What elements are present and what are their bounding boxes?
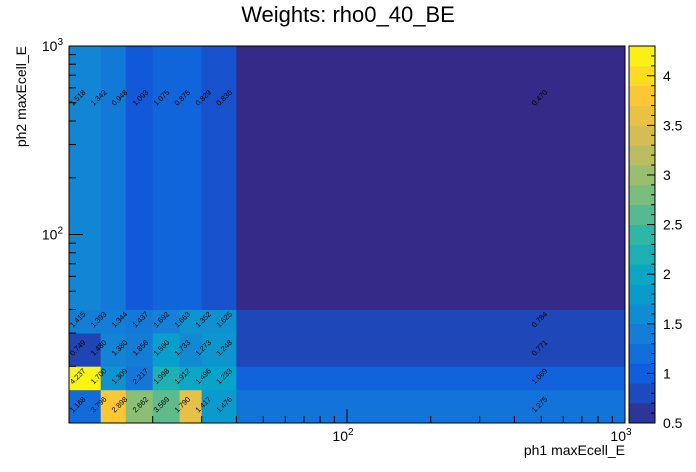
- heatmap-cell: [201, 309, 237, 334]
- color-bar-segment: [629, 403, 655, 424]
- x-tick-label: 103: [610, 427, 632, 444]
- heatmap-cell: [100, 46, 127, 310]
- heatmap-cell: [100, 333, 127, 367]
- color-bar-segment: [629, 303, 655, 325]
- chart-title: Weights: rho0_40_BE: [241, 2, 455, 27]
- heatmap-cell: [125, 46, 154, 310]
- heatmap-cell: [125, 309, 154, 334]
- heatmap-cell: [179, 333, 203, 367]
- heatmap-cell: [125, 389, 154, 424]
- color-bar-tick-label: 4: [663, 68, 671, 84]
- heatmap-cell: [201, 366, 237, 391]
- heatmap-cell: [152, 389, 181, 424]
- color-bar-segment: [629, 46, 655, 67]
- axes: 102 103 102 103: [42, 37, 632, 444]
- heatmap-cell: [125, 333, 154, 367]
- color-bar-segment: [629, 224, 655, 245]
- x-tick-label: 102: [332, 427, 354, 444]
- heatmap-cells: [69, 46, 626, 424]
- heatmap-cell: [152, 366, 181, 391]
- heatmap-cell: [179, 309, 203, 334]
- color-bar-segment: [629, 125, 655, 146]
- color-bar-segment: [629, 264, 655, 285]
- color-bar-tick-label: 2: [663, 266, 671, 282]
- x-axis-label: ph1 maxEcell_E: [524, 442, 625, 458]
- color-bar-tick-label: 3: [663, 167, 671, 183]
- color-bar-tick-label: 2.5: [663, 217, 683, 233]
- heatmap-cell: [152, 46, 181, 310]
- heatmap-cell: [236, 366, 626, 391]
- color-bar-segment: [629, 184, 655, 206]
- color-bar-segment: [629, 244, 655, 265]
- heatmap-cell: [179, 389, 203, 424]
- color-bar-tick-label: 0.5: [663, 415, 683, 431]
- heatmap-cell: [236, 309, 626, 334]
- heatmap-cell: [201, 389, 237, 424]
- color-bar-tick-label: 1.5: [663, 316, 683, 332]
- heatmap-cell: [69, 389, 102, 424]
- heatmap-cell: [201, 333, 237, 367]
- heatmap-cell: [201, 46, 237, 310]
- heatmap-cell: [152, 309, 181, 334]
- color-bar-segment: [629, 85, 655, 106]
- heatmap-cell: [69, 333, 102, 367]
- y-tick-label: 102: [42, 226, 64, 243]
- color-bar-segment: [629, 105, 655, 126]
- heatmap-cell: [179, 46, 203, 310]
- color-bar-segment: [629, 145, 655, 166]
- color-bar-tick-label: 1: [663, 365, 671, 381]
- heatmap-cell: [69, 366, 102, 391]
- color-bar-segment: [629, 284, 655, 305]
- y-tick-label: 103: [42, 37, 64, 54]
- heatmap-cell: [125, 366, 154, 391]
- color-bar-tick-label: 3.5: [663, 117, 683, 133]
- color-bar-segment: [629, 363, 655, 384]
- color-bar-segment: [629, 204, 655, 225]
- heatmap-cell: [152, 333, 181, 367]
- color-bar-segment: [629, 383, 655, 404]
- color-bar-segment: [629, 165, 655, 186]
- color-bar-segment: [629, 343, 655, 364]
- heatmap-cell: [236, 46, 626, 310]
- heatmap-cell: [100, 309, 127, 334]
- heatmap-cell: [179, 366, 203, 391]
- heatmap-cell: [100, 389, 127, 424]
- heatmap-cell: [236, 333, 626, 367]
- color-bar: 0.5 1 1.5 2 2.5 3 3.5 4: [628, 45, 683, 431]
- heatmap-cell: [69, 309, 102, 334]
- color-bar-segment: [629, 323, 655, 345]
- heatmap-cell: [100, 366, 127, 391]
- y-axis-label: ph2 maxEcell_E: [13, 46, 29, 147]
- color-bar-segment: [629, 65, 655, 87]
